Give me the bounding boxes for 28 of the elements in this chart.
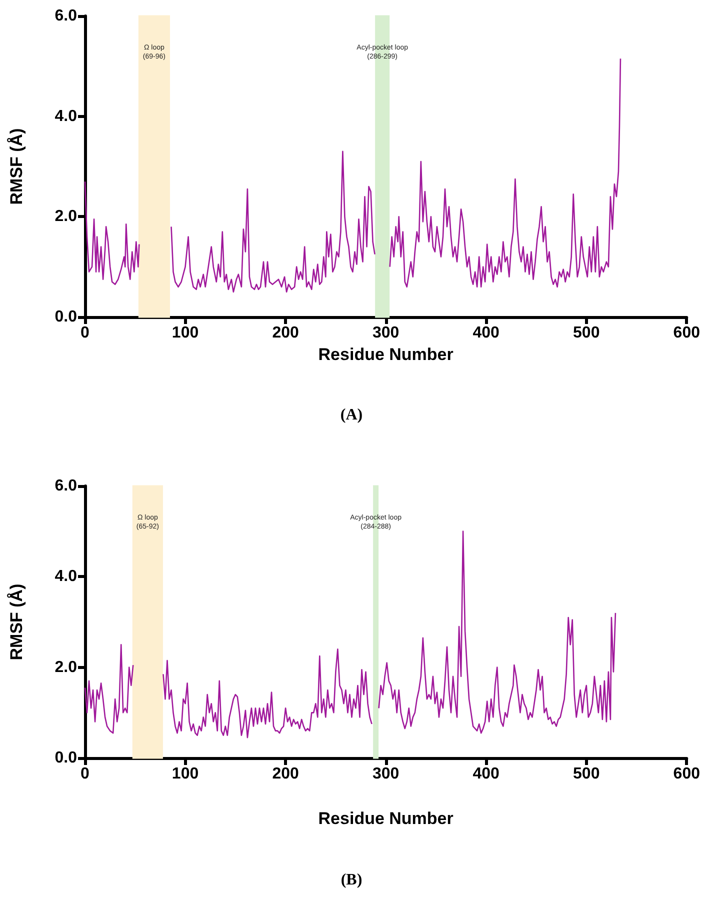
text: (B) — [340, 872, 362, 888]
x-tick-label: 600 — [673, 766, 700, 782]
x-tick-label: 100 — [172, 766, 199, 782]
y-tick-label: 4.0 — [54, 108, 78, 125]
y-tick-label: 0.0 — [54, 750, 78, 766]
x-tick-label: 400 — [472, 324, 500, 342]
y-axis-title: RMSF (Å) — [7, 584, 26, 660]
x-tick-label: 0 — [80, 766, 90, 782]
x-axis-title: Residue Number — [318, 809, 454, 828]
y-tick-label: 4.0 — [54, 568, 78, 586]
x-tick-label: 600 — [673, 324, 700, 342]
y-tick-label: 6.0 — [54, 8, 78, 24]
x-tick-label: 200 — [272, 324, 299, 342]
x-tick-label: 500 — [573, 324, 600, 342]
y-tick-label: 2.0 — [54, 208, 78, 226]
x-tick-label: 500 — [573, 766, 600, 782]
y-tick-label: 0.0 — [54, 308, 78, 326]
y-tick-label: 2.0 — [54, 658, 78, 676]
x-tick-label: 100 — [172, 324, 199, 342]
text: (A) — [340, 406, 363, 424]
x-tick-label: 300 — [372, 324, 400, 342]
x-axis-title: Residue Number — [318, 344, 454, 364]
x-tick-label: 0 — [80, 324, 90, 342]
x-tick-label: 300 — [372, 766, 400, 782]
x-tick-label: 200 — [272, 766, 299, 782]
y-tick-label: 6.0 — [54, 478, 78, 494]
x-tick-label: 400 — [472, 766, 500, 782]
y-axis-title: RMSF (Å) — [7, 128, 26, 205]
